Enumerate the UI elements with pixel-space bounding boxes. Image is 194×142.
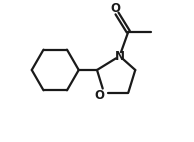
Text: O: O <box>111 2 121 15</box>
Text: N: N <box>115 50 125 63</box>
Text: O: O <box>94 89 104 102</box>
